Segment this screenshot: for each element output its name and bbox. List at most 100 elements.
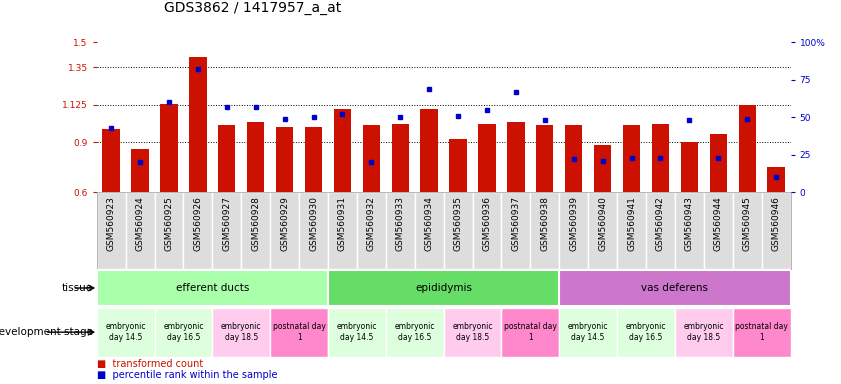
Bar: [392, 124, 409, 192]
Text: GSM560933: GSM560933: [396, 196, 405, 251]
Bar: [531, 192, 559, 269]
Text: GSM560937: GSM560937: [511, 196, 521, 251]
Text: GSM560926: GSM560926: [193, 196, 203, 251]
Bar: [161, 104, 177, 192]
Bar: [565, 126, 582, 192]
Text: embryonic
day 18.5: embryonic day 18.5: [221, 323, 262, 342]
Bar: [479, 124, 495, 192]
Bar: [357, 192, 386, 269]
Text: GSM560945: GSM560945: [743, 196, 752, 251]
Bar: [733, 308, 791, 357]
Bar: [212, 308, 270, 357]
Bar: [270, 308, 328, 357]
Text: efferent ducts: efferent ducts: [176, 283, 249, 293]
Text: postnatal day
1: postnatal day 1: [504, 323, 557, 342]
Text: embryonic
day 18.5: embryonic day 18.5: [684, 323, 724, 342]
Bar: [97, 192, 125, 269]
Bar: [680, 142, 698, 192]
Text: GSM560936: GSM560936: [483, 196, 491, 251]
Bar: [125, 192, 155, 269]
Text: ■  transformed count: ■ transformed count: [97, 359, 203, 369]
Text: epididymis: epididymis: [415, 283, 472, 293]
Bar: [738, 106, 756, 192]
Bar: [646, 192, 674, 269]
Bar: [473, 192, 501, 269]
Bar: [328, 192, 357, 269]
Text: GSM560931: GSM560931: [338, 196, 347, 251]
Bar: [704, 192, 733, 269]
Bar: [449, 139, 467, 192]
Bar: [189, 57, 207, 192]
Bar: [507, 122, 525, 192]
Bar: [155, 308, 212, 357]
Bar: [559, 308, 617, 357]
Text: GSM560925: GSM560925: [165, 196, 173, 251]
Bar: [623, 126, 640, 192]
Bar: [536, 126, 553, 192]
Text: GSM560932: GSM560932: [367, 196, 376, 251]
Bar: [420, 109, 438, 192]
Bar: [304, 127, 322, 192]
Text: GSM560923: GSM560923: [107, 196, 116, 251]
Bar: [131, 149, 149, 192]
Text: embryonic
day 14.5: embryonic day 14.5: [568, 323, 608, 342]
Text: postnatal day
1: postnatal day 1: [735, 323, 788, 342]
Text: embryonic
day 16.5: embryonic day 16.5: [626, 323, 666, 342]
Bar: [212, 192, 241, 269]
Text: vas deferens: vas deferens: [642, 283, 708, 293]
Text: GSM560930: GSM560930: [309, 196, 318, 251]
Bar: [247, 122, 264, 192]
Bar: [444, 308, 501, 357]
Text: embryonic
day 16.5: embryonic day 16.5: [394, 323, 435, 342]
Text: GSM560935: GSM560935: [453, 196, 463, 251]
Text: GSM560943: GSM560943: [685, 196, 694, 251]
Bar: [710, 134, 727, 192]
Bar: [674, 192, 704, 269]
Text: tissue: tissue: [61, 283, 93, 293]
Text: embryonic
day 16.5: embryonic day 16.5: [163, 323, 204, 342]
Bar: [444, 192, 473, 269]
Bar: [328, 308, 386, 357]
Text: ■  percentile rank within the sample: ■ percentile rank within the sample: [97, 370, 278, 380]
Bar: [588, 192, 617, 269]
Text: GSM560942: GSM560942: [656, 196, 665, 251]
Text: embryonic
day 14.5: embryonic day 14.5: [105, 323, 145, 342]
Bar: [674, 308, 733, 357]
Text: GSM560939: GSM560939: [569, 196, 579, 251]
Bar: [386, 308, 443, 357]
Bar: [299, 192, 328, 269]
Text: GSM560928: GSM560928: [251, 196, 260, 251]
Bar: [276, 127, 294, 192]
Text: embryonic
day 14.5: embryonic day 14.5: [336, 323, 377, 342]
Text: GSM560938: GSM560938: [540, 196, 549, 251]
Bar: [762, 192, 791, 269]
Bar: [559, 192, 588, 269]
Bar: [328, 270, 559, 306]
Bar: [617, 308, 674, 357]
Text: GSM560940: GSM560940: [598, 196, 607, 251]
Text: GSM560941: GSM560941: [627, 196, 636, 251]
Bar: [652, 124, 669, 192]
Bar: [218, 126, 235, 192]
Bar: [155, 192, 183, 269]
Bar: [617, 192, 646, 269]
Bar: [97, 308, 155, 357]
Text: GSM560924: GSM560924: [135, 196, 145, 251]
Text: development stage: development stage: [0, 327, 93, 337]
Bar: [767, 167, 785, 192]
Bar: [362, 126, 380, 192]
Text: GSM560934: GSM560934: [425, 196, 434, 251]
Text: embryonic
day 18.5: embryonic day 18.5: [452, 323, 493, 342]
Bar: [386, 192, 415, 269]
Text: GSM560927: GSM560927: [222, 196, 231, 251]
Bar: [334, 109, 351, 192]
Bar: [103, 129, 119, 192]
Bar: [501, 308, 559, 357]
Text: GSM560946: GSM560946: [771, 196, 780, 251]
Bar: [183, 192, 212, 269]
Text: GDS3862 / 1417957_a_at: GDS3862 / 1417957_a_at: [164, 1, 341, 15]
Bar: [559, 270, 791, 306]
Bar: [501, 192, 531, 269]
Text: postnatal day
1: postnatal day 1: [272, 323, 325, 342]
Bar: [241, 192, 270, 269]
